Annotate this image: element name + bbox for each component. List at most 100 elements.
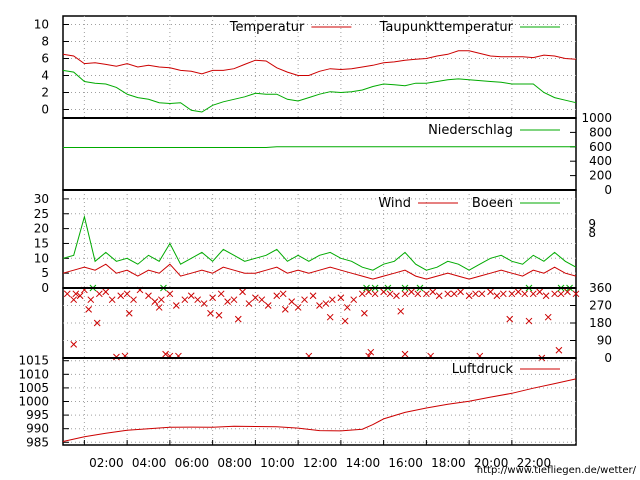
y-tick-label: 30 <box>34 192 49 206</box>
scatter-point <box>393 292 400 300</box>
scatter-point <box>564 288 571 296</box>
scatter-point <box>478 290 486 298</box>
scatter-point <box>145 292 152 300</box>
scatter-point <box>435 292 443 300</box>
legend: Luftdruck <box>452 362 560 377</box>
scatter-point <box>207 309 214 317</box>
scatter-point <box>525 317 533 325</box>
scatter-point <box>450 290 458 298</box>
scatter-point <box>514 288 522 296</box>
panel-4: 0 90 180 270 360 <box>62 281 612 365</box>
scatter-point <box>172 302 180 309</box>
scatter-point <box>70 296 78 304</box>
scatter-point <box>234 315 242 323</box>
scatter-point <box>326 313 334 321</box>
scatter-point <box>117 292 125 300</box>
x-tick-label: 06:00 <box>175 456 210 470</box>
y-tick-label: 180 <box>589 316 612 330</box>
x-tick-label: 10:00 <box>260 456 295 470</box>
scatter-point <box>328 296 336 304</box>
scatter-point <box>397 307 405 315</box>
legend: Taupunkttemperatur Temperatur <box>229 20 560 35</box>
scatter-point <box>358 290 366 298</box>
scatter-point <box>386 290 394 298</box>
scatter-point <box>444 290 452 298</box>
scatter-point <box>506 315 514 323</box>
x-tick-label: 18:00 <box>431 456 466 470</box>
y-tick-label: 0 <box>41 281 49 295</box>
scatter-point <box>529 290 537 298</box>
scatter-point <box>499 290 507 298</box>
scatter-point <box>95 290 103 298</box>
scatter-point <box>572 290 580 298</box>
y-tick-label: 2 <box>41 86 49 100</box>
scatter-point <box>343 304 351 311</box>
x-tick-label: 20:00 <box>474 456 509 470</box>
scatter-point <box>258 296 266 304</box>
scatter-point <box>200 300 208 307</box>
scatter-point <box>294 304 302 311</box>
scatter-point <box>76 292 84 300</box>
scatter-point <box>181 296 189 304</box>
x-tick-label: 02:00 <box>89 456 124 470</box>
scatter-point <box>252 294 259 302</box>
scatter-point <box>337 294 345 302</box>
scatter-point <box>162 350 169 358</box>
source-url: http://www.tiefliegen.de/wetter/ <box>477 465 637 476</box>
series-line-1 <box>62 50 577 76</box>
scatter-point <box>408 288 415 296</box>
y-tick-label: 25 <box>34 207 49 221</box>
y-tick-label: 15 <box>34 236 49 250</box>
y-tick-label: 8 <box>41 35 49 49</box>
y-tick-label: 985 <box>26 435 49 449</box>
y-tick-label: 1015 <box>18 354 49 368</box>
scatter-point <box>230 296 238 304</box>
y-tick-label: 0 <box>604 351 612 365</box>
scatter-point <box>194 296 202 304</box>
scatter-point <box>487 288 494 296</box>
y-tick-label: 990 <box>26 422 49 436</box>
scatter-point <box>224 298 231 305</box>
scatter-point <box>151 298 159 305</box>
scatter-point <box>93 319 101 327</box>
scatter-point <box>157 296 165 304</box>
scatter-point <box>288 298 296 305</box>
y-tick-label: 0 <box>41 103 49 117</box>
scatter-point <box>521 290 529 298</box>
series-line-2 <box>62 69 577 113</box>
x-tick-label: 08:00 <box>217 456 252 470</box>
scatter-point <box>401 350 409 358</box>
scatter-point <box>542 292 550 300</box>
x-tick-label: 14:00 <box>346 456 381 470</box>
scatter-point <box>245 300 253 307</box>
scatter-point <box>457 288 464 296</box>
series-line-1 <box>62 263 577 280</box>
scatter-point <box>209 294 216 302</box>
scatter-point <box>493 292 501 300</box>
y-tick-label: 6 <box>41 52 49 66</box>
scatter-point <box>309 292 317 300</box>
x-tick-label: 16:00 <box>388 456 423 470</box>
y-tick-label: 200 <box>589 169 612 183</box>
y-tick-label: 800 <box>589 125 612 139</box>
scatter-point <box>155 304 163 311</box>
legend: Boeen Wind <box>378 196 560 211</box>
scatter-point <box>401 290 409 298</box>
scatter-point <box>87 296 95 304</box>
right-tick-label: 8 <box>588 226 596 240</box>
scatter-point <box>361 309 368 317</box>
scatter-point <box>322 300 330 307</box>
scatter-point <box>508 290 516 298</box>
scatter-point <box>371 290 379 298</box>
y-tick-label: 5 <box>41 266 49 280</box>
legend-label: Temperatur <box>229 20 305 35</box>
legend-label: Wind <box>378 196 411 211</box>
scatter-point <box>215 311 223 319</box>
y-tick-label: 90 <box>597 334 612 348</box>
y-tick-label: 1000 <box>18 395 49 409</box>
scatter-point <box>279 290 287 298</box>
x-tick-label: 22:00 <box>517 456 552 470</box>
scatter-point <box>429 288 437 296</box>
legend-label: Luftdruck <box>452 362 514 377</box>
